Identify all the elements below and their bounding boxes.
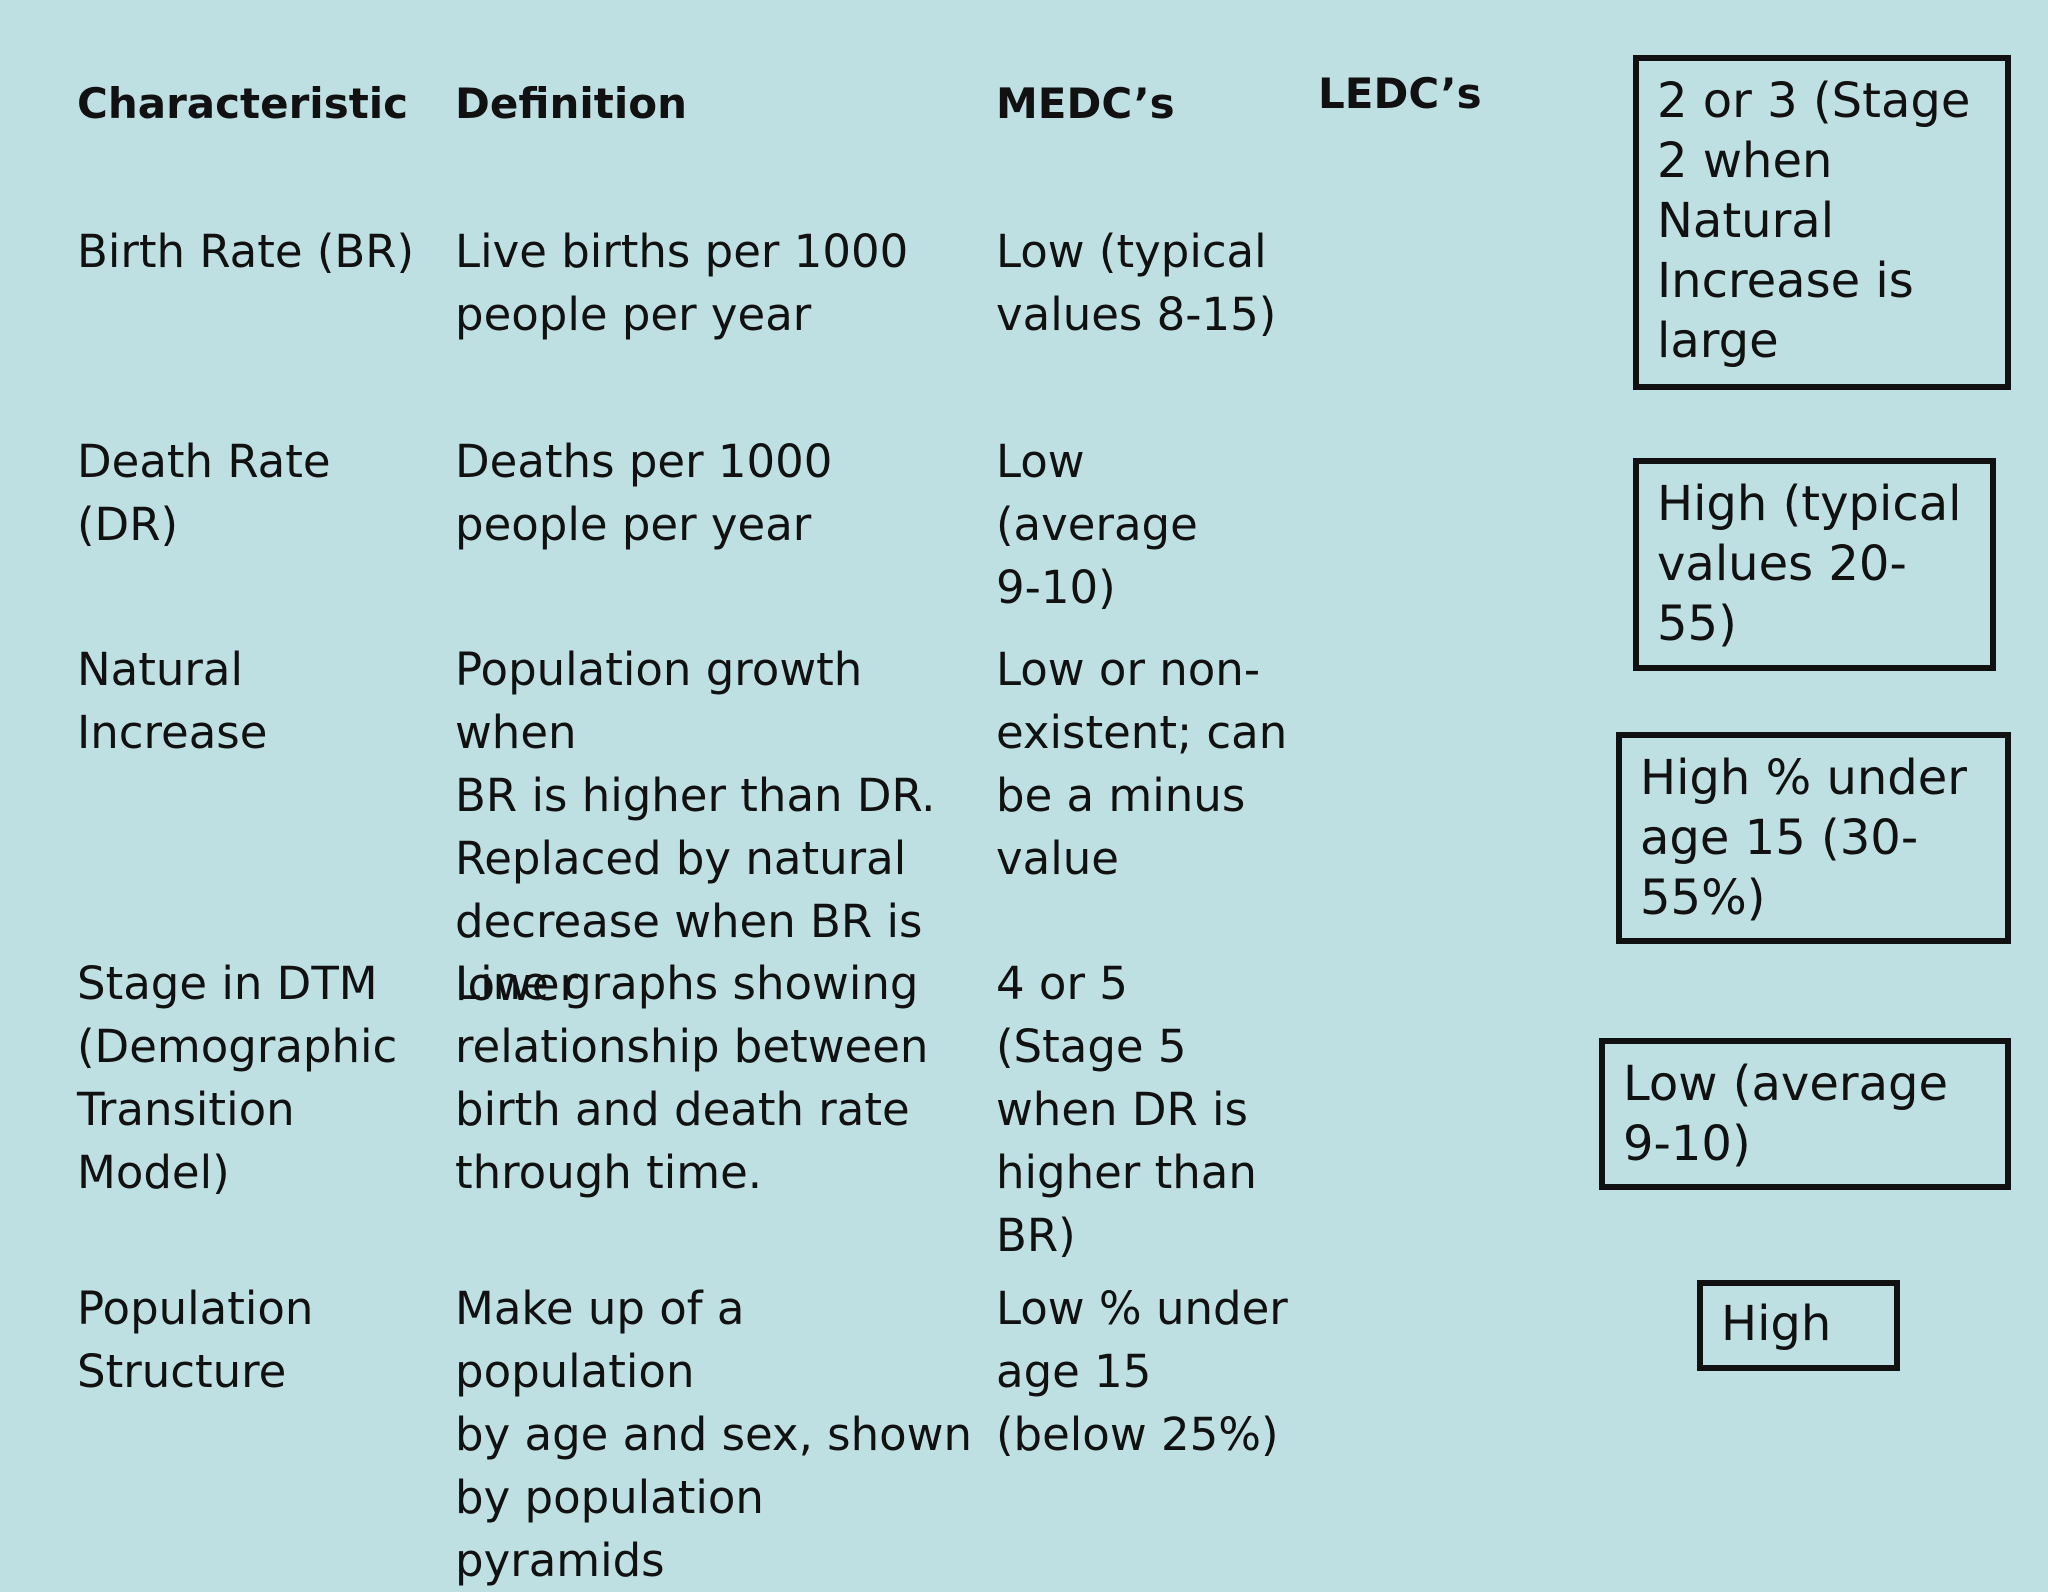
- header-medcs: MEDC’s: [996, 79, 1175, 128]
- header-definition: Definition: [455, 79, 688, 128]
- row-stage-dtm-characteristic: Stage in DTM (Demographic Transition Mod…: [77, 957, 398, 1199]
- ledc-answer-box-average: Low (average 9-10): [1599, 1038, 2011, 1190]
- row-natural-increase-medc: Low or non- existent; can be a minus val…: [996, 643, 1288, 885]
- ledc-answer-box-stage: 2 or 3 (Stage 2 when Natural Increase is…: [1633, 55, 2011, 390]
- row-birth-rate-medc: Low (typical values 8-15): [996, 225, 1277, 341]
- header-ledcs: LEDC’s: [1318, 69, 1482, 118]
- row-death-rate-definition: Deaths per 1000 people per year: [455, 435, 833, 551]
- row-birth-rate-characteristic: Birth Rate (BR): [77, 225, 415, 278]
- row-population-structure-medc: Low % under age 15 (below 25%): [996, 1282, 1288, 1461]
- row-population-structure-characteristic: Population Structure: [77, 1282, 314, 1398]
- row-stage-dtm-definition: Line graphs showing relationship between…: [455, 957, 929, 1199]
- row-natural-increase-characteristic: Natural Increase: [77, 643, 268, 759]
- row-death-rate-medc: Low (average 9-10): [996, 435, 1198, 614]
- ledc-answer-box-high: High: [1697, 1280, 1900, 1371]
- row-birth-rate-definition: Live births per 1000 people per year: [455, 225, 909, 341]
- ledc-answer-box-typical-values: High (typical values 20- 55): [1633, 458, 1996, 671]
- header-characteristic: Characteristic: [77, 79, 409, 128]
- ledc-answer-box-under-15: High % under age 15 (30- 55%): [1616, 732, 2011, 944]
- row-death-rate-characteristic: Death Rate (DR): [77, 435, 331, 551]
- row-natural-increase-definition: Population growth when BR is higher than…: [455, 643, 936, 1011]
- row-population-structure-definition: Make up of a population by age and sex, …: [455, 1282, 972, 1587]
- row-stage-dtm-medc: 4 or 5 (Stage 5 when DR is higher than B…: [996, 957, 1257, 1262]
